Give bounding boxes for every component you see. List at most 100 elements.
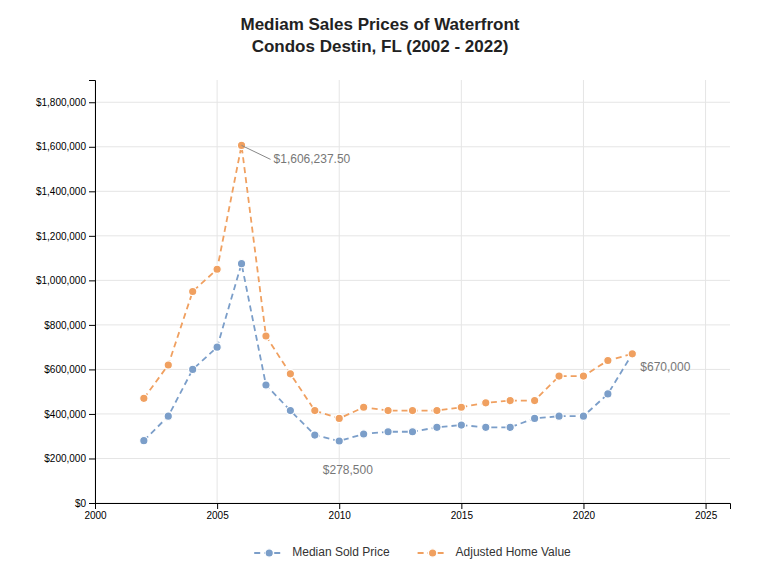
plot: 2000 2005 2010 2015 2020 2025 $0 $200,000 $400,0…: [36, 80, 731, 521]
y-tick-label: $1,800,000: [36, 97, 86, 108]
point: [311, 406, 319, 414]
point: [140, 436, 148, 444]
point: [433, 406, 441, 414]
x-tick-label: 2010: [329, 510, 352, 521]
series-line: [144, 264, 632, 441]
y-tick-mark: [89, 503, 95, 504]
y-tick: $1,200,000: [36, 231, 95, 242]
chart: Mediam Sales Prices of Waterfront Condos …: [0, 0, 760, 588]
point: [555, 412, 563, 420]
point: [213, 265, 221, 273]
point: [604, 390, 612, 398]
point: [482, 423, 490, 431]
point: [311, 431, 319, 439]
x-axis-line: [96, 504, 731, 510]
point: [384, 406, 392, 414]
legend-marker: [265, 549, 273, 557]
legend: Median Sold Price Adjusted Home Value: [254, 545, 571, 559]
point: [579, 372, 587, 380]
y-tick-mark: [89, 191, 95, 192]
point: [164, 412, 172, 420]
title: Condos Destin, FL (2002 - 2022): [252, 37, 509, 56]
point: [262, 332, 270, 340]
x-tick-mark: [339, 503, 340, 509]
point: [506, 423, 514, 431]
y-tick-label: $1,000,000: [36, 275, 86, 286]
point: [433, 423, 441, 431]
y-tick: $1,600,000: [36, 141, 95, 152]
x-tick: 2005: [206, 503, 229, 521]
point: [408, 406, 416, 414]
y-tick: $1,400,000: [36, 186, 95, 197]
legend-item: Median Sold Price: [254, 545, 390, 559]
y-axis-line: [89, 81, 96, 504]
grid-line: [583, 80, 584, 503]
y-tick-mark: [89, 369, 95, 370]
point: [262, 381, 270, 389]
y-tick-label: $800,000: [44, 320, 86, 331]
x-tick-label: 2005: [206, 510, 229, 521]
grid-line: [95, 191, 730, 192]
series-line: [144, 145, 632, 418]
x-tick-mark: [583, 503, 584, 509]
point: [140, 394, 148, 402]
grid-line: [95, 280, 730, 281]
y-tick: $1,800,000: [36, 97, 95, 108]
y-tick-mark: [89, 102, 95, 103]
point: [506, 396, 514, 404]
x-tick-label: 2000: [84, 510, 107, 521]
point: [286, 370, 294, 378]
legend-marker: [428, 549, 436, 557]
x-tick-label: 2015: [451, 510, 474, 521]
grid-line: [705, 80, 706, 503]
x-tick-label: 2020: [573, 510, 596, 521]
y-tick: $200,000: [44, 453, 95, 464]
y-tick-mark: [89, 236, 95, 237]
grid-line: [461, 80, 462, 503]
y-axis: $0$200,000$400,000$600,000$800,000$1,000…: [36, 81, 96, 509]
point: [530, 396, 538, 404]
x-tick-mark: [217, 503, 218, 509]
point: [555, 372, 563, 380]
y-tick-label: $0: [75, 498, 87, 509]
x-tick: 2000: [84, 503, 107, 521]
point: [335, 437, 343, 445]
x-tick: 2010: [329, 503, 352, 521]
x-tick-label: 2025: [695, 510, 718, 521]
legend-item: Adjusted Home Value: [418, 545, 572, 559]
x-tick: 2015: [451, 503, 474, 521]
y-tick-mark: [89, 280, 95, 281]
point: [164, 361, 172, 369]
y-tick-mark: [89, 325, 95, 326]
annotation-connector: [242, 145, 271, 159]
annotation: $278,500: [323, 463, 373, 477]
point: [384, 428, 392, 436]
y-tick: $1,000,000: [36, 275, 95, 286]
marks: [140, 141, 637, 445]
annotation: $1,606,237.50: [274, 152, 351, 166]
title: Mediam Sales Prices of Waterfront: [240, 15, 519, 34]
annotation: $670,000: [640, 360, 690, 374]
point: [237, 259, 245, 267]
point: [628, 350, 636, 358]
y-tick-label: $1,600,000: [36, 141, 86, 152]
grid-line: [95, 235, 730, 236]
grid-line: [217, 80, 218, 503]
point: [530, 414, 538, 422]
x-tick: 2020: [573, 503, 596, 521]
point: [286, 406, 294, 414]
point: [482, 399, 490, 407]
x-axis: 2000 2005 2010 2015 2020 2025: [84, 503, 730, 521]
point: [457, 403, 465, 411]
y-tick: $0: [75, 498, 95, 509]
point: [189, 365, 197, 373]
x-tick-mark: [461, 503, 462, 509]
y-tick-label: $400,000: [44, 409, 86, 420]
point: [335, 414, 343, 422]
grid-line: [95, 102, 730, 103]
point: [213, 343, 221, 351]
point: [604, 356, 612, 364]
y-tick-mark: [89, 147, 95, 148]
y-tick-label: $200,000: [44, 453, 86, 464]
y-tick-mark: [89, 414, 95, 415]
